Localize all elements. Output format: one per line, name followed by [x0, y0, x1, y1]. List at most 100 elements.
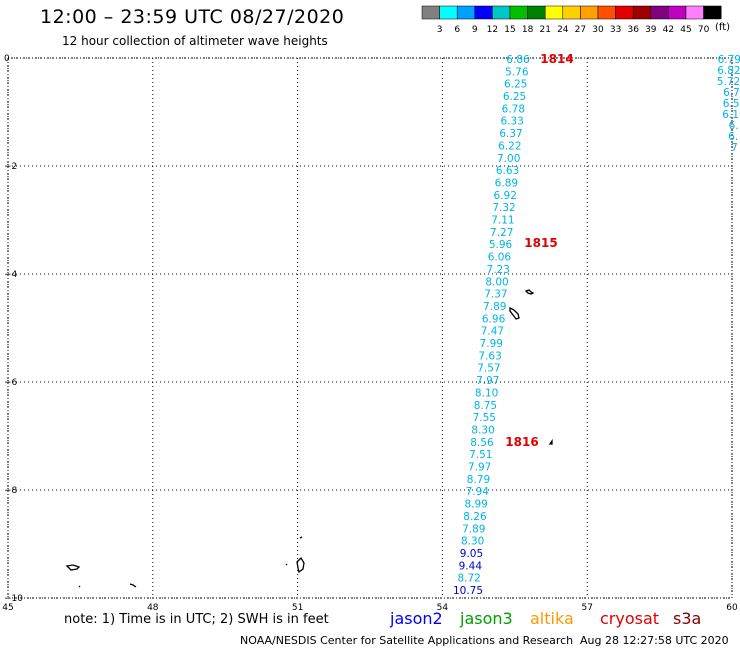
- edge-track-value-label: 6.1: [722, 109, 739, 121]
- track-value-label: 8.72: [457, 573, 480, 585]
- track-value-label: 8.00: [485, 276, 508, 288]
- track-value-label: 5.96: [489, 239, 513, 251]
- island-outline: [524, 289, 535, 295]
- legend-label: 3: [437, 25, 443, 35]
- legend-label: 24: [557, 25, 569, 35]
- lat-tick-label: −10: [4, 594, 23, 604]
- lat-tick-label: 0: [4, 54, 10, 64]
- track-value-label: 5.76: [505, 66, 529, 78]
- track-value-label: 6.86: [506, 54, 530, 66]
- track-value-label: 7.89: [483, 301, 506, 313]
- track-value-label: 7.47: [481, 326, 504, 338]
- lon-tick-label: 57: [581, 603, 592, 612]
- track-value-label: 7.11: [491, 215, 514, 227]
- track-value-label: 8.30: [471, 424, 494, 436]
- track-value-label: 6.37: [499, 128, 522, 140]
- satellite-jason3: jason3: [460, 609, 513, 628]
- track-value-label: 7.99: [480, 338, 503, 350]
- track-value-label: 6.22: [498, 140, 521, 152]
- legend-label: 12: [487, 25, 498, 35]
- track-value-label: 7.89: [462, 523, 485, 535]
- satellite-altika: altika: [530, 609, 574, 628]
- track-value-label: 7.63: [478, 350, 501, 362]
- track-value-label: 6.89: [495, 177, 518, 189]
- track-value-label: 7.32: [492, 202, 515, 214]
- lon-tick-label: 60: [726, 603, 738, 612]
- legend-label: 18: [522, 25, 534, 35]
- track-value-label: 7.97: [468, 462, 491, 474]
- island-outline: [285, 563, 288, 566]
- legend-label: 70: [698, 25, 710, 35]
- track-value-label: 8.56: [470, 437, 494, 449]
- track-value-label: 8.30: [461, 536, 484, 548]
- edge-track-value-label: 6.: [728, 131, 738, 143]
- legend-label: 36: [627, 25, 639, 35]
- edge-track-value-label: 7: [731, 142, 738, 154]
- edge-track-value-label: 6.7: [723, 87, 740, 99]
- track-value-label: 8.26: [463, 511, 487, 523]
- track-value-label: 6.78: [502, 103, 525, 115]
- satellite-cryosat: cryosat: [600, 609, 660, 628]
- track-value-label: 7.27: [490, 227, 513, 239]
- page-title: 12:00 – 23:59 UTC 08/27/2020: [40, 6, 345, 28]
- island-outline: [296, 556, 305, 574]
- pass-label: 1815: [524, 236, 557, 250]
- legend-unit: (ft): [715, 22, 731, 33]
- track-value-label: 7.00: [497, 153, 520, 165]
- lon-tick-label: 54: [437, 603, 449, 612]
- pass-label: 1814: [540, 52, 573, 66]
- track-value-label: 8.99: [464, 499, 487, 511]
- track-value-label: 7.97: [476, 375, 499, 387]
- legend-label: 42: [663, 25, 674, 35]
- edge-track-value-label: 6.79: [718, 54, 740, 66]
- legend-label: 39: [645, 25, 657, 35]
- page-subtitle: 12 hour collection of altimeter wave hei…: [62, 34, 328, 48]
- color-scale-legend: 3 6 9 12 15 18 21 24 27 30 33 36 39 42 45 70: [421, 5, 722, 35]
- track-value-label: 9.05: [460, 548, 483, 560]
- satellite-s3a: s3a: [673, 609, 702, 628]
- legend-label: 21: [539, 25, 550, 35]
- track-value-label: 8.10: [475, 387, 498, 399]
- track-value-label: 6.63: [496, 165, 519, 177]
- edge-track-value-label: 6.: [729, 120, 739, 132]
- legend-label: 9: [472, 25, 478, 35]
- legend-label: 45: [680, 25, 691, 35]
- track-value-label: 6.92: [494, 190, 517, 202]
- edge-track-value-label: 6.5: [723, 98, 740, 110]
- track-value-label: 10.75: [453, 585, 483, 597]
- track-value-label: 6.06: [488, 252, 512, 264]
- satellite-jason2: jason2: [390, 609, 443, 628]
- lat-tick-label: −6: [4, 378, 18, 388]
- lat-tick-label: −8: [4, 486, 18, 496]
- track-value-label: 6.25: [504, 79, 527, 91]
- track-value-label: 8.75: [474, 400, 497, 412]
- wave-height-map: 45 48 51 54 57 600−2−4−6−8−106.865.766.256.25…: [2, 52, 740, 612]
- legend-label: 15: [504, 25, 515, 35]
- track-value-label: 6.25: [503, 91, 526, 103]
- island-outline: [129, 583, 137, 588]
- footnote: note: 1) Time is in UTC; 2) SWH is in fe…: [64, 612, 329, 627]
- track-value-label: 9.44: [459, 560, 483, 572]
- island-outline: [78, 585, 81, 588]
- legend-label: 33: [610, 25, 621, 35]
- lon-tick-label: 45: [2, 603, 13, 612]
- edge-track-value-label: 6.82: [717, 65, 740, 77]
- island-outline: [509, 306, 520, 320]
- track-value-label: 7.57: [477, 363, 500, 375]
- track-value-label: 8.79: [467, 474, 490, 486]
- island-outline: [65, 564, 81, 571]
- track-value-label: 7.23: [487, 264, 510, 276]
- track-value-label: 7.51: [469, 449, 492, 461]
- island-outline: [299, 536, 303, 539]
- lat-tick-label: −4: [4, 270, 18, 280]
- track-value-label: 7.55: [473, 412, 496, 424]
- track-value-label: 6.96: [482, 313, 506, 325]
- track-value-label: 7.94: [466, 486, 490, 498]
- track-value-label: 6.33: [500, 116, 523, 128]
- legend-swatch: [703, 5, 722, 20]
- island-outline: [548, 438, 553, 445]
- legend-label: 6: [454, 25, 460, 35]
- lat-tick-label: −2: [4, 162, 17, 172]
- legend-label: 30: [592, 25, 604, 35]
- credit-line: NOAA/NESDIS Center for Satellite Applica…: [240, 634, 574, 647]
